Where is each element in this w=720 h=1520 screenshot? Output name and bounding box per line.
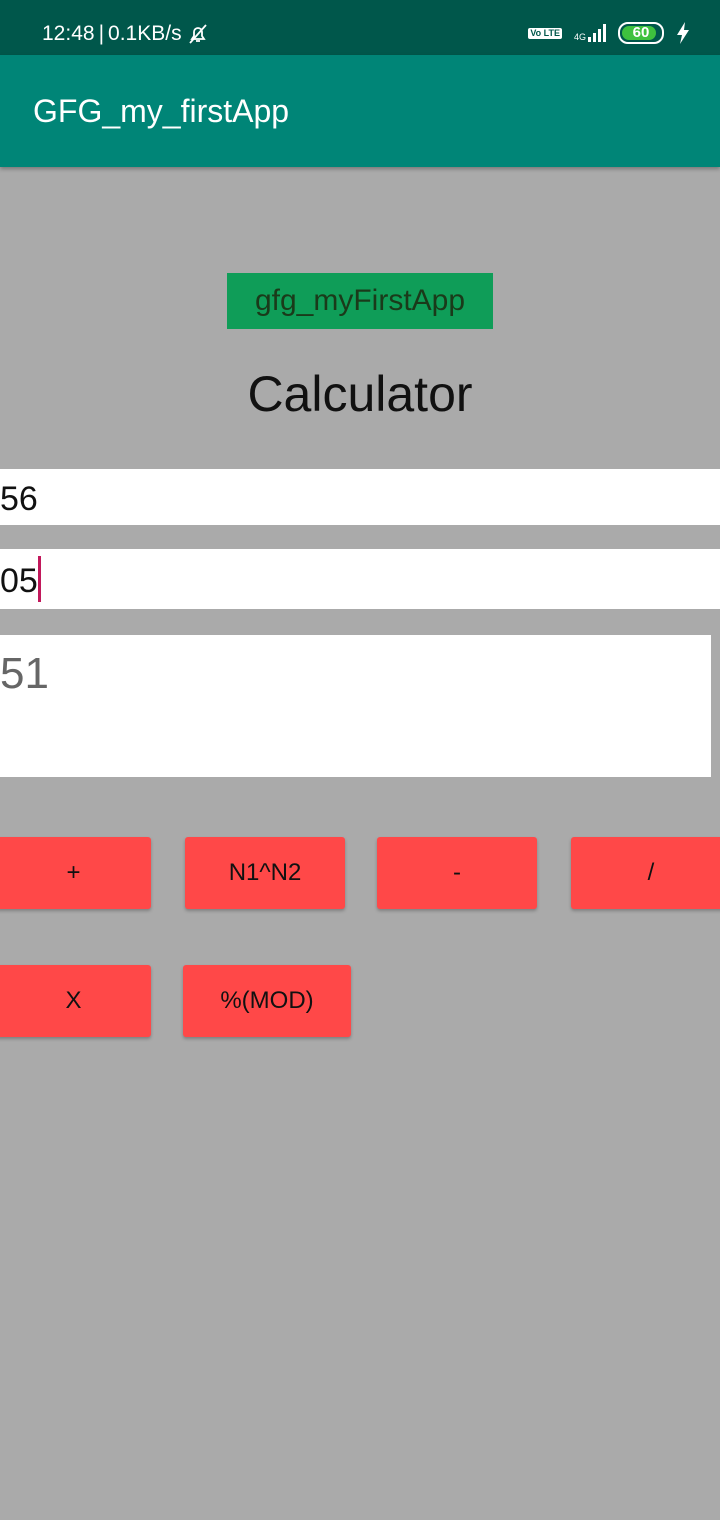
number1-value: 56: [0, 480, 38, 518]
charging-icon: [677, 22, 689, 44]
subtract-button[interactable]: -: [377, 837, 537, 909]
number2-value: 05: [0, 562, 38, 600]
page-title: Calculator: [247, 366, 473, 422]
network-speed: 0.1KB/s: [108, 22, 182, 45]
separator: |: [98, 22, 105, 45]
number1-input[interactable]: 56: [0, 469, 720, 525]
multiply-button[interactable]: X: [0, 965, 151, 1037]
power-button[interactable]: N1^N2: [185, 837, 345, 909]
add-button[interactable]: +: [0, 837, 151, 909]
text-cursor: [37, 556, 41, 603]
network-type: 4G: [573, 32, 586, 42]
volte-icon: Vo LTE: [528, 27, 562, 39]
app-label: gfg_myFirstApp: [227, 273, 493, 329]
battery-icon: 60: [618, 22, 664, 44]
app-bar: GFG_my_firstApp: [0, 55, 720, 167]
result-display: 51: [0, 635, 711, 777]
number2-input[interactable]: 05: [0, 549, 720, 609]
status-bar: 12:48 | 0.1KB/s Vo LTE 4G 60: [0, 0, 720, 55]
battery-level: 60: [632, 24, 650, 41]
app-title: GFG_my_firstApp: [33, 93, 290, 129]
divide-button[interactable]: /: [571, 837, 720, 909]
clock: 12:48: [42, 22, 95, 45]
signal-icon: 4G: [574, 24, 606, 42]
muted-bell-icon: [188, 24, 207, 44]
mod-button[interactable]: %(MOD): [183, 965, 351, 1037]
